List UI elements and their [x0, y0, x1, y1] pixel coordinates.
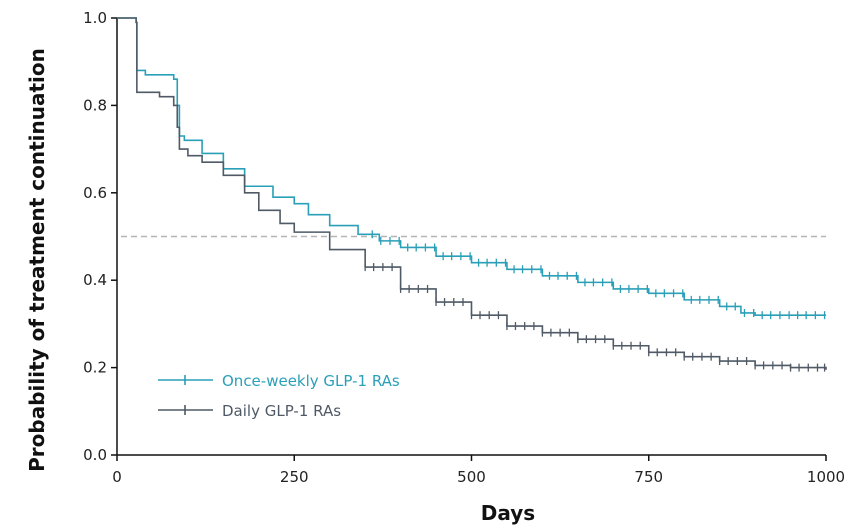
legend-item-once-weekly: Once-weekly GLP-1 RAs	[158, 372, 400, 390]
x-axis-title: Days	[481, 501, 535, 525]
legend-label-daily: Daily GLP-1 RAs	[222, 402, 341, 420]
legend-item-daily: Daily GLP-1 RAs	[158, 402, 341, 420]
y-tick-label: 0.2	[83, 359, 107, 377]
y-ticks: 0.0 0.2 0.4 0.6 0.8 1.0	[83, 9, 117, 464]
y-tick-label: 0.6	[83, 184, 107, 202]
y-tick-label: 0.8	[83, 96, 107, 114]
legend-label-once-weekly: Once-weekly GLP-1 RAs	[222, 372, 400, 390]
series-daily	[117, 17, 827, 372]
y-tick-label: 1.0	[83, 9, 107, 27]
x-ticks: 0 250 500 750 1000	[112, 455, 845, 486]
y-axis-title: Probability of treatment continuation	[25, 48, 49, 472]
x-tick-label: 1000	[807, 468, 845, 486]
x-tick-label: 250	[280, 468, 309, 486]
survival-line-once-weekly	[117, 17, 826, 316]
x-tick-label: 500	[457, 468, 486, 486]
legend: Once-weekly GLP-1 RAs Daily GLP-1 RAs	[158, 372, 400, 420]
y-tick-label: 0.4	[83, 271, 107, 289]
x-tick-label: 0	[112, 468, 122, 486]
series-once-weekly	[117, 17, 826, 320]
y-tick-label: 0.0	[83, 446, 107, 464]
x-tick-label: 750	[634, 468, 663, 486]
series-layer	[117, 17, 827, 372]
